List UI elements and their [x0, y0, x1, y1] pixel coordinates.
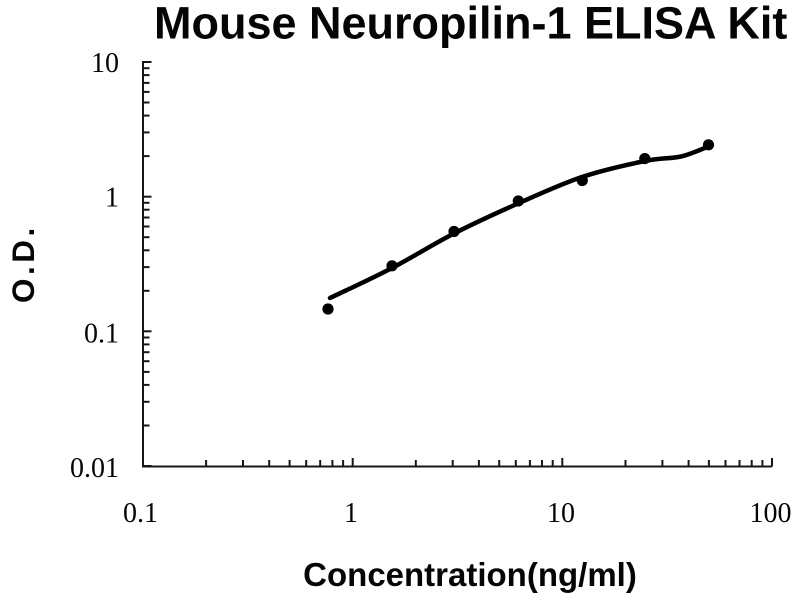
svg-text:Mouse Neuropilin-1 ELISA Kit: Mouse Neuropilin-1 ELISA Kit — [154, 0, 787, 49]
svg-text:0.1: 0.1 — [123, 498, 158, 529]
svg-text:0.01: 0.01 — [70, 453, 119, 484]
svg-text:O.D.: O.D. — [5, 224, 41, 303]
svg-text:100: 100 — [750, 498, 792, 529]
svg-text:0.1: 0.1 — [84, 319, 119, 350]
svg-text:10: 10 — [547, 498, 575, 529]
svg-text:1: 1 — [105, 183, 119, 214]
svg-text:1: 1 — [344, 498, 358, 529]
svg-text:10: 10 — [91, 48, 119, 79]
svg-text:Concentration(ng/ml): Concentration(ng/ml) — [303, 556, 637, 593]
